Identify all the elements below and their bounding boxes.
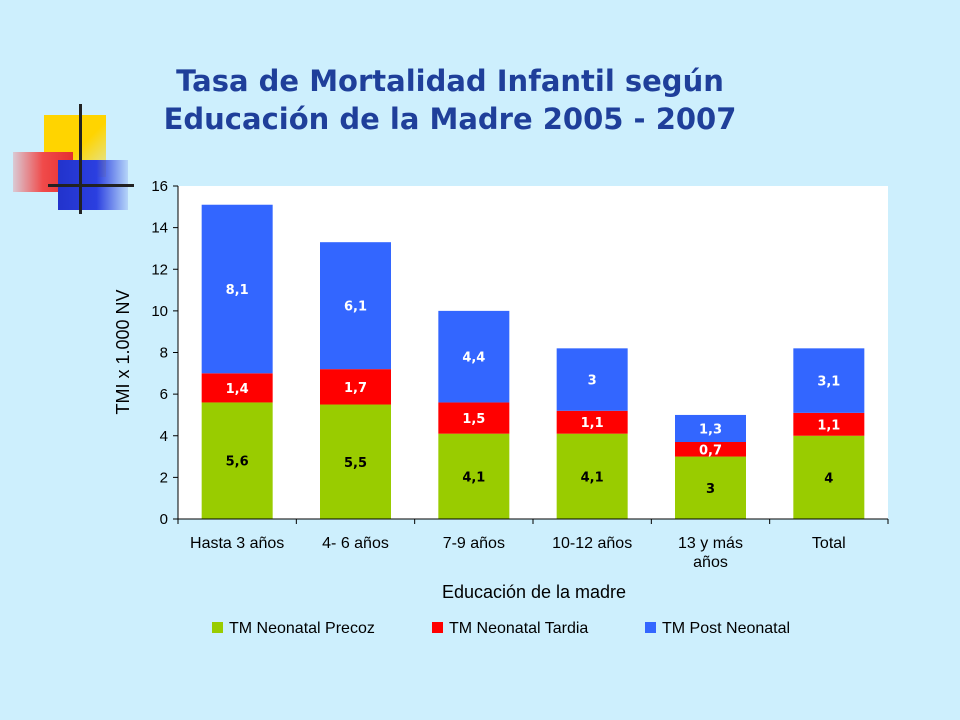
- axes-group: 0 2 4 6 8 10 12 14 16 Hasta 3 años 4- 6 años 7-9 añ…: [151, 178, 889, 571]
- bar-segment: [675, 414, 746, 442]
- data-label: 4: [824, 471, 833, 486]
- data-label: 1,5: [462, 412, 485, 427]
- data-label: 4,1: [581, 470, 604, 485]
- bar-segment: [793, 435, 865, 519]
- data-label: 1,1: [817, 418, 840, 433]
- y-tick-label: 0: [160, 511, 168, 528]
- x-tick-label: 13 y más años: [678, 535, 743, 571]
- y-tick-label: 12: [151, 261, 168, 278]
- bar-segment: [556, 433, 628, 519]
- bar-segment: [320, 242, 391, 370]
- x-axis-title: Educación de la madre: [442, 582, 626, 602]
- bar-segment: [675, 456, 746, 519]
- bar-segment: [201, 204, 273, 374]
- data-label: 3: [706, 482, 715, 497]
- legend-swatch: [432, 622, 443, 633]
- data-label: 3: [588, 374, 597, 389]
- x-tick-label: 10-12 años: [552, 535, 632, 552]
- legend-label: TM Post Neonatal: [662, 620, 790, 637]
- title-line-2: Educación de la Madre 2005 - 2007: [163, 102, 737, 136]
- bars-group: 5,6 1,4 8,1 5,5 1,7 6,1 4,1 1,5 4,4 4,1 1,1 3 3 0,7 1,…: [201, 204, 865, 519]
- data-label: 1,7: [344, 381, 367, 396]
- data-label: 1,1: [581, 416, 604, 431]
- bar-segment: [793, 412, 865, 436]
- x-tick-label: 4- 6 años: [322, 535, 389, 552]
- legend: TM Neonatal Precoz TM Neonatal Tardia TM P…: [212, 620, 790, 637]
- legend-swatch: [645, 622, 656, 633]
- bar-segment: [556, 348, 628, 411]
- slide-title: Tasa de Mortalidad Infantil según Educac…: [100, 62, 800, 138]
- y-tick-label: 16: [151, 178, 168, 195]
- legend-label: TM Neonatal Tardia: [449, 620, 588, 637]
- bar-segment: [793, 348, 865, 413]
- bar-segment: [675, 441, 746, 457]
- bar-segment: [201, 402, 273, 519]
- data-label: 1,4: [226, 382, 249, 397]
- y-tick-label: 8: [160, 345, 168, 362]
- legend-item: TM Neonatal Tardia: [432, 620, 588, 637]
- legend-swatch: [212, 622, 223, 633]
- bar-segment: [320, 369, 391, 405]
- data-label: 6,1: [344, 300, 367, 315]
- bar-segment: [201, 373, 273, 403]
- data-label: 4,4: [462, 351, 485, 366]
- x-tick-label: Total: [812, 535, 846, 552]
- bar-segment: [556, 410, 628, 434]
- decorative-horizontal-line: [48, 184, 134, 187]
- data-label: 5,5: [344, 456, 367, 471]
- data-label: 1,3: [699, 422, 722, 437]
- title-line-1: Tasa de Mortalidad Infantil según: [176, 64, 724, 98]
- data-label: 5,6: [226, 455, 249, 470]
- y-tick-label: 2: [160, 469, 168, 486]
- bar-segment: [438, 433, 510, 519]
- legend-item: TM Post Neonatal: [645, 620, 790, 637]
- y-tick-label: 6: [160, 386, 168, 403]
- y-tick-label: 14: [151, 220, 168, 237]
- data-label: 3,1: [817, 375, 840, 390]
- x-tick-label: Hasta 3 años: [190, 535, 284, 552]
- data-label: 4,1: [462, 470, 485, 485]
- x-tick-label: 7-9 años: [443, 535, 505, 552]
- y-axis-title: TMI x 1.000 NV: [113, 289, 133, 414]
- data-label: 8,1: [226, 283, 249, 298]
- y-tick-label: 10: [151, 303, 168, 320]
- bar-segment: [320, 404, 391, 519]
- data-label: 0,7: [699, 443, 722, 458]
- legend-item: TM Neonatal Precoz: [212, 620, 375, 637]
- y-tick-label: 4: [160, 428, 168, 445]
- decorative-vertical-line: [79, 104, 82, 214]
- bar-segment: [438, 310, 510, 403]
- legend-label: TM Neonatal Precoz: [229, 620, 375, 637]
- bar-segment: [438, 402, 510, 434]
- plot-area: [178, 186, 888, 519]
